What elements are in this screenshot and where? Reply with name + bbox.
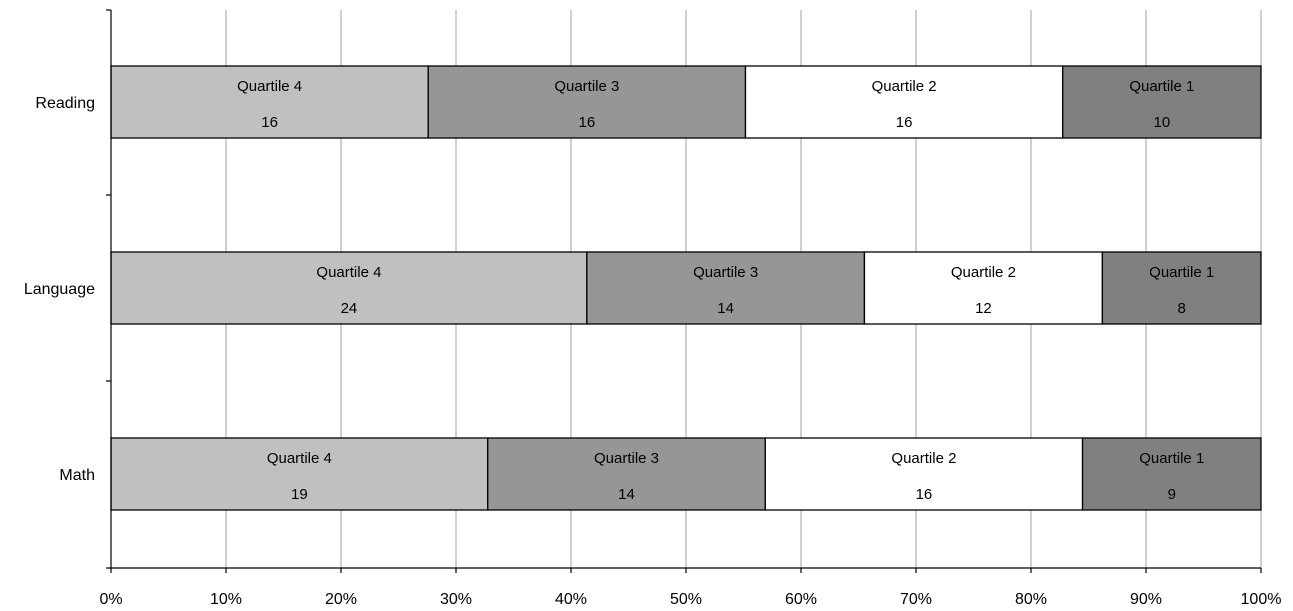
segment-value-label: 8 [1178, 300, 1186, 317]
bar-segment [1081, 437, 1262, 511]
bar-segment [744, 65, 1064, 139]
segment-series-label: Quartile 4 [237, 78, 302, 95]
segment-series-label: Quartile 3 [554, 78, 619, 95]
segment-series-label: Quartile 2 [891, 450, 956, 467]
segment-value-label: 16 [579, 114, 596, 131]
segment-series-label: Quartile 3 [594, 450, 659, 467]
bar-group: Quartile 4 16 Quartile 3 16 Quartile 2 16 Quar… [110, 65, 1262, 139]
bar-segment [586, 251, 866, 325]
bar-segment [1062, 65, 1262, 139]
segment-series-label: Quartile 3 [693, 264, 758, 281]
segment-value-label: 16 [896, 114, 913, 131]
segment-series-label: Quartile 4 [267, 450, 332, 467]
segment-value-label: 10 [1154, 114, 1171, 131]
category-label: Reading [35, 95, 95, 112]
category-labels: Reading Language Math [24, 95, 95, 484]
segment-value-label: 16 [261, 114, 278, 131]
segment-value-label: 14 [717, 300, 734, 317]
x-tick-label: 90% [1130, 591, 1162, 608]
x-tick-label: 30% [440, 591, 472, 608]
category-label: Language [24, 281, 95, 298]
segment-value-label: 19 [291, 486, 308, 503]
segment-series-label: Quartile 4 [316, 264, 381, 281]
segment-value-label: 12 [975, 300, 992, 317]
bar-segment [863, 251, 1104, 325]
bar-segment [487, 437, 766, 511]
x-tick-label: 80% [1015, 591, 1047, 608]
x-tick-label: 50% [670, 591, 702, 608]
bar-segment [110, 437, 489, 511]
bar-group: Quartile 4 24 Quartile 3 14 Quartile 2 12 Quar… [110, 251, 1262, 325]
x-tick-label: 70% [900, 591, 932, 608]
segment-series-label: Quartile 1 [1139, 450, 1204, 467]
segment-series-label: Quartile 2 [951, 264, 1016, 281]
x-tick-label: 0% [99, 591, 122, 608]
x-tick-label: 10% [210, 591, 242, 608]
segment-series-label: Quartile 2 [872, 78, 937, 95]
segment-value-label: 9 [1168, 486, 1176, 503]
bar-group: Quartile 4 19 Quartile 3 14 Quartile 2 16 Quar… [110, 437, 1262, 511]
bar-segment [764, 437, 1084, 511]
segment-series-label: Quartile 1 [1129, 78, 1194, 95]
segment-value-label: 16 [916, 486, 933, 503]
x-tick-labels: 0% 10% 20% 30% 40% 50% 60% 70% 80% 90% 100% [99, 591, 1281, 608]
x-tick-label: 60% [785, 591, 817, 608]
segment-value-label: 14 [618, 486, 635, 503]
x-tick-label: 20% [325, 591, 357, 608]
x-tick-label: 100% [1241, 591, 1282, 608]
bar-segment [1101, 251, 1262, 325]
segment-value-label: 24 [341, 300, 358, 317]
category-label: Math [59, 467, 95, 484]
segment-series-label: Quartile 1 [1149, 264, 1214, 281]
axes [106, 9, 1262, 573]
bar-segment [427, 65, 747, 139]
x-tick-label: 40% [555, 591, 587, 608]
